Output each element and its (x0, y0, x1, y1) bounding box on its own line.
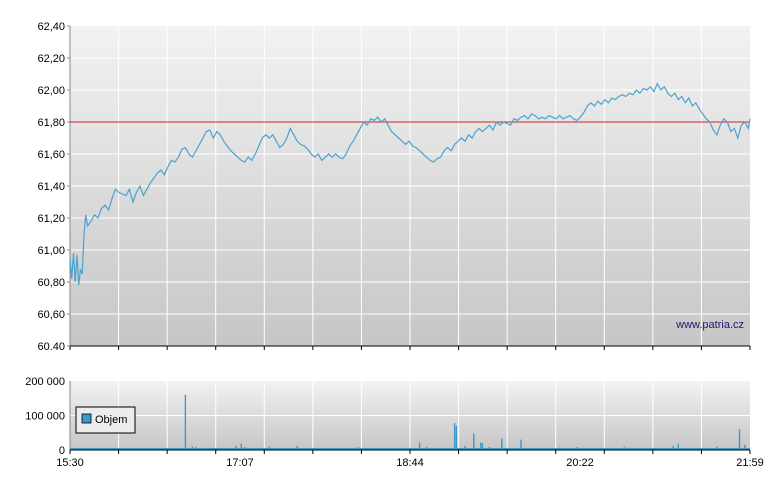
volume-bar (480, 442, 482, 450)
price-y-tick-label: 61,20 (37, 213, 65, 225)
price-y-tick-label: 61,40 (37, 181, 65, 193)
price-y-tick-label: 60,80 (37, 277, 65, 289)
price-series-line (69, 82, 751, 286)
volume-bar (677, 443, 679, 450)
time-tick-label: 20:22 (566, 457, 594, 469)
volume-bar (744, 444, 746, 450)
volume-y-tick-label: 0 (59, 445, 65, 457)
volume-bar (501, 438, 503, 450)
volume-bar (453, 423, 456, 450)
volume-y-tick-label: 200 000 (25, 376, 65, 388)
price-y-tick-label: 61,80 (37, 117, 65, 129)
volume-bar (418, 442, 421, 450)
volume-bar (481, 443, 484, 450)
price-y-tick-label: 60.40 (37, 341, 65, 353)
price-y-tick-label: 62,40 (37, 21, 65, 33)
price-y-tick-label: 60,60 (37, 309, 65, 321)
volume-bar (296, 445, 298, 450)
time-tick-label: 18:44 (396, 457, 424, 469)
volume-bar (235, 445, 237, 450)
volume-y-tick-label: 100 000 (25, 411, 65, 423)
volume-baseline (70, 448, 750, 450)
volume-bar (520, 439, 522, 450)
price-y-tick-label: 61,00 (37, 245, 65, 257)
price-y-tick-label: 62,20 (37, 53, 65, 65)
time-tick-label: 21:59 (736, 457, 764, 469)
volume-bar (184, 394, 187, 450)
volume-bar (455, 425, 457, 450)
volume-panel: 200 000 100 000 015:30 17:07 18:44 20:22 21:59 (25, 376, 764, 469)
price-y-tick-label: 61,60 (37, 149, 65, 161)
volume-bar (672, 445, 674, 450)
volume-legend: Objem (75, 406, 136, 434)
volume-bar (464, 445, 466, 450)
time-tick-label: 15:30 (56, 457, 84, 469)
volume-bar (240, 443, 242, 450)
price-panel: 62,40 62,20 62,00 61,80 61,60 61,40 61,20 61,00… (37, 21, 751, 353)
legend-swatch (81, 413, 92, 424)
volume-bar (738, 429, 741, 450)
watermark[interactable]: www.patria.cz (675, 319, 744, 331)
price-y-tick-label: 62,00 (37, 85, 65, 97)
volume-bar (473, 433, 475, 450)
legend-label: Objem (95, 414, 127, 426)
time-tick-label: 17:07 (226, 457, 254, 469)
